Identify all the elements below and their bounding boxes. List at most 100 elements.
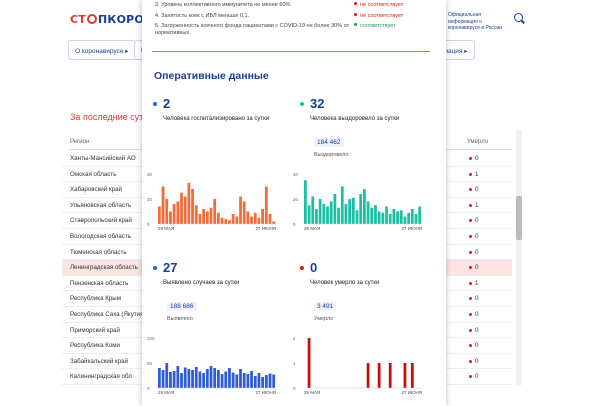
chart-bar — [396, 211, 399, 224]
stat-total: 188 686 — [167, 302, 197, 311]
chart-bar — [213, 368, 217, 388]
scrollbar-track[interactable] — [516, 130, 522, 385]
region-name: Приморский край — [70, 326, 120, 334]
died-count: 0 — [475, 264, 479, 272]
y-tick-label: 0 — [293, 222, 296, 227]
chart-bar — [172, 371, 176, 388]
chart-bar — [340, 186, 344, 224]
region-name: Ставропольский край — [70, 217, 132, 225]
chart-bar — [180, 192, 183, 224]
status-dot-icon — [354, 13, 357, 16]
y-tick-label: 0 — [147, 386, 150, 391]
y-tick-label: 1 — [293, 361, 296, 366]
chart-bar — [261, 377, 265, 388]
bullet-icon — [300, 102, 304, 106]
stat-sub: Выздоровело — [314, 152, 349, 158]
chart-bar — [187, 369, 191, 388]
logo-text-left: СТ — [70, 13, 86, 26]
bar-chart-svg: 40 20 0 29 МАЯ 27 ИЮНЯ — [147, 172, 276, 231]
operational-data-panel: 3. Уровень коллективного иммунитета не м… — [142, 0, 446, 406]
stat-value: 27 — [163, 260, 178, 275]
chart-bar — [194, 205, 198, 224]
stat-sub: Выявлено — [167, 316, 193, 322]
died-dot-icon — [469, 203, 472, 207]
chart-bar — [239, 369, 242, 388]
criterion-4-status: не соответствует — [354, 13, 403, 19]
chart-bar — [191, 370, 194, 388]
chart-bar — [205, 211, 209, 224]
chart-bar — [180, 373, 183, 388]
stat-label: Выявлено случаев за сутки — [163, 280, 240, 286]
chart-bar — [217, 212, 220, 224]
panel-divider — [152, 51, 430, 52]
stat-value: 32 — [310, 96, 325, 111]
chart-bar — [231, 214, 235, 224]
chart-bar — [366, 363, 370, 388]
chart-bar — [198, 214, 202, 224]
chart-bar — [228, 368, 231, 388]
chart-bar — [388, 363, 392, 388]
chart-bar — [261, 209, 265, 224]
stat-label: Человека выздоровело за сутки — [310, 116, 400, 122]
chart-bar — [165, 363, 169, 388]
died-count: 0 — [475, 311, 479, 318]
chart-bar — [326, 206, 329, 224]
died-dot-icon — [469, 281, 472, 285]
stat-label: Человек умерло за сутки — [310, 280, 380, 286]
chart-bar — [410, 363, 414, 388]
chart-bar — [191, 189, 194, 224]
bar-chart-svg: 2 1 0 29 МАЯ 27 ИЮНЯ — [293, 336, 422, 395]
died-count: 0 — [475, 233, 479, 240]
chart-bar — [169, 372, 172, 388]
stat-total: 184 462 — [314, 138, 344, 147]
chart-bar — [304, 180, 307, 224]
died-count: 0 — [475, 186, 479, 194]
died-dot-icon — [469, 313, 472, 316]
chart-died: 2 1 0 29 МАЯ 27 ИЮНЯ — [292, 334, 432, 396]
chart-bar — [381, 212, 385, 224]
chart-bar — [224, 371, 228, 388]
chart-bar — [307, 205, 311, 224]
regions-section-title: За последние сутк — [70, 112, 148, 122]
chart-bar — [322, 204, 326, 224]
died-dot-icon — [469, 157, 472, 160]
chart-bar — [250, 371, 253, 388]
died-count: 1 — [475, 279, 479, 287]
col-died[interactable]: Умерло — [467, 139, 489, 145]
chart-bar — [209, 207, 213, 224]
died-dot-icon — [469, 359, 472, 363]
chart-bar — [224, 219, 228, 224]
died-count: 0 — [475, 155, 479, 162]
chart-bar — [169, 211, 172, 224]
chart-bar — [235, 374, 239, 388]
chart-bar — [414, 214, 418, 224]
y-tick-label: 40 — [147, 172, 153, 177]
region-name: Республика Коми — [70, 342, 120, 350]
region-name: Ленинградская область — [70, 264, 138, 272]
y-tick-label: 20 — [293, 197, 299, 202]
stat-value: 2 — [163, 96, 171, 111]
region-name: Калининградская обл — [70, 373, 132, 381]
chart-bar — [209, 366, 213, 388]
x-tick-label: 27 ИЮНЯ — [401, 390, 422, 395]
y-tick-label: 50 — [147, 361, 153, 366]
chart-recovered: 40 20 0 29 МАЯ 27 ИЮНЯ — [292, 170, 432, 232]
region-name: Хабаровский край — [70, 186, 122, 194]
chart-bar — [172, 204, 176, 224]
chart-bar — [363, 189, 366, 224]
search-icon[interactable] — [514, 13, 523, 22]
died-dot-icon — [469, 219, 472, 223]
chart-bar — [377, 363, 381, 388]
virus-icon — [86, 14, 97, 24]
nav-about-coronavirus[interactable]: О коронавирусе ▸ — [68, 40, 136, 60]
chart-bar — [161, 186, 165, 224]
scrollbar-thumb[interactable] — [516, 196, 522, 240]
chart-bar — [344, 204, 348, 224]
col-region[interactable]: Регион — [70, 139, 90, 145]
died-dot-icon — [469, 375, 472, 379]
stat-died: 0 Человек умерло за сутки 3 491 Умерло — [300, 260, 430, 330]
y-tick-label: 100 — [147, 336, 155, 341]
chart-bar — [194, 367, 198, 388]
chart-bar — [217, 370, 220, 388]
header-info-text: Официальная информация о коронавирусе в … — [448, 12, 502, 31]
